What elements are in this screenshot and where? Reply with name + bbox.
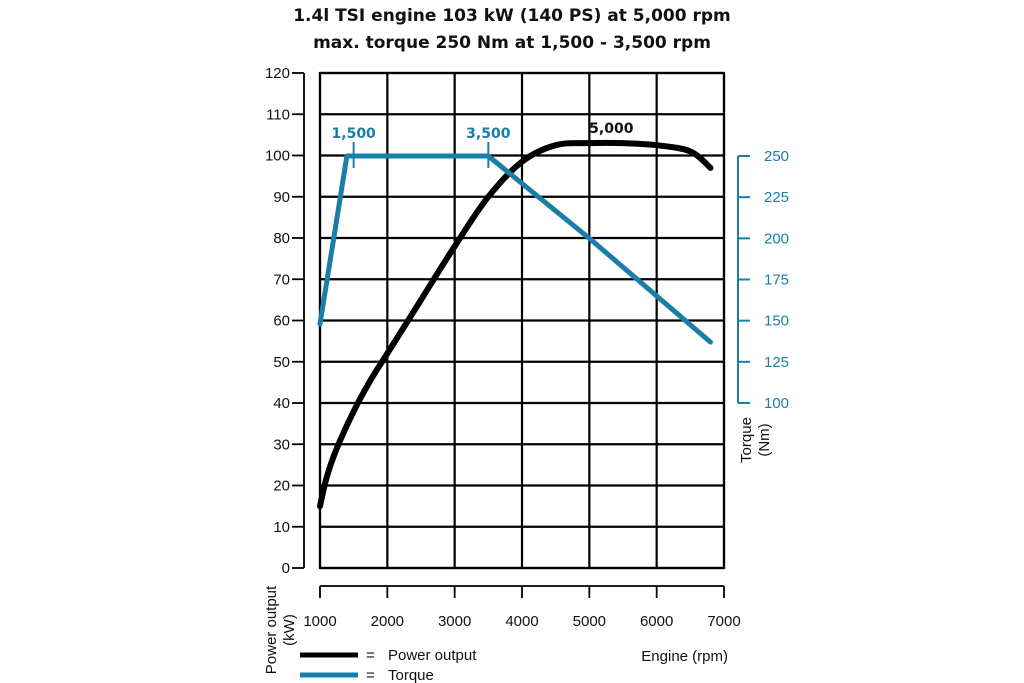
x-tick-label: 5000 xyxy=(573,613,606,630)
x-tick-label: 4000 xyxy=(505,613,538,630)
y-tick-label-left: 90 xyxy=(273,189,290,206)
axes: 0 10 20 30 40 50 60 70 80 90 100 110 120 100 125 150 175… xyxy=(265,65,789,630)
power-output-line xyxy=(317,139,714,510)
y-tick-label-left: 30 xyxy=(273,436,290,453)
x-tick-label: 2000 xyxy=(371,613,404,630)
legend-equals: = xyxy=(366,647,375,664)
y-tick-label-left: 0 xyxy=(282,560,290,577)
y-tick-label-left: 50 xyxy=(273,354,290,371)
torque-line xyxy=(317,153,713,345)
legend-label: Torque xyxy=(388,667,434,683)
y-tick-label-left: 100 xyxy=(265,148,290,165)
annotation-label: 5,000 xyxy=(589,121,634,137)
y-axis-label-right: Torque(Nm) xyxy=(738,417,773,463)
y-axis-label-left-line: Power output xyxy=(263,585,280,674)
legend-label: Power output xyxy=(388,647,477,664)
chart-title: 1.4l TSI engine 103 kW (140 PS) at 5,000… xyxy=(293,6,731,26)
y-axis-label-left-line: (kW) xyxy=(281,614,298,646)
y-tick-label-left: 10 xyxy=(273,519,290,536)
y-tick-label-left: 60 xyxy=(273,313,290,330)
x-tick-label: 7000 xyxy=(707,613,740,630)
y-tick-label-left: 40 xyxy=(273,395,290,412)
y-tick-label-right: 200 xyxy=(764,230,789,247)
y-tick-label-right: 225 xyxy=(764,189,789,206)
y-tick-label-left: 70 xyxy=(273,271,290,288)
legend: = Power output = Torque xyxy=(300,647,477,683)
x-tick-label: 1000 xyxy=(303,613,336,630)
annotation-label: 1,500 xyxy=(332,126,377,142)
y-tick-label-left: 120 xyxy=(265,65,290,82)
y-axis-label-left: Power output(kW) xyxy=(263,585,298,674)
y-tick-label-left: 80 xyxy=(273,230,290,247)
y-tick-label-right: 100 xyxy=(764,395,789,412)
y-tick-label-left: 110 xyxy=(266,106,290,123)
y-tick-label-right: 175 xyxy=(764,272,789,289)
y-axis-label-right-line: Torque xyxy=(738,417,755,463)
y-tick-label-right: 150 xyxy=(764,313,789,330)
legend-equals: = xyxy=(366,667,375,683)
y-axis-label-right-line: (Nm) xyxy=(756,423,773,456)
x-axis-label: Engine (rpm) xyxy=(641,648,728,665)
chart-subtitle: max. torque 250 Nm at 1,500 - 3,500 rpm xyxy=(313,33,711,53)
annotation-label: 3,500 xyxy=(466,126,511,142)
x-tick-label: 3000 xyxy=(438,613,471,630)
y-tick-label-right: 125 xyxy=(764,354,789,371)
x-tick-label: 6000 xyxy=(640,613,673,630)
y-tick-label-left: 20 xyxy=(273,478,290,495)
y-tick-label-right: 250 xyxy=(764,148,789,165)
